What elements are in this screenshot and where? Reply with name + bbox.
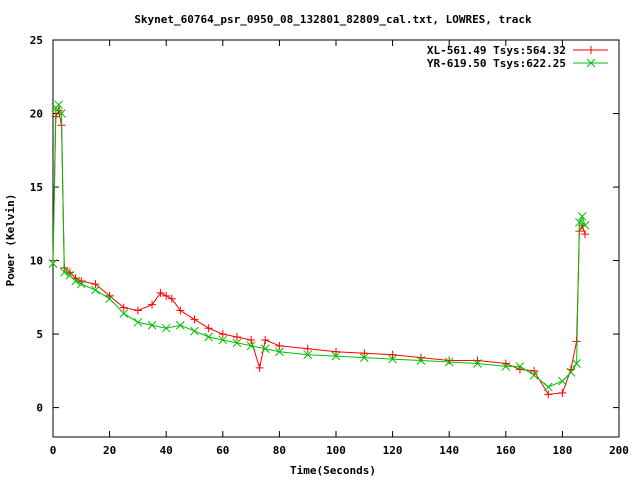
legend-marker-xl bbox=[587, 46, 595, 54]
data-point-yr bbox=[388, 354, 397, 364]
data-point-yr bbox=[147, 320, 157, 330]
series-line-xl bbox=[52, 109, 586, 395]
data-point-xl bbox=[247, 335, 256, 344]
data-point-yr bbox=[59, 267, 69, 277]
data-point-xl bbox=[232, 333, 241, 342]
data-point-yr bbox=[48, 259, 58, 268]
x-tick-label: 100 bbox=[326, 444, 346, 457]
data-point-xl bbox=[218, 330, 227, 339]
data-point-xl bbox=[303, 344, 312, 353]
data-point-yr bbox=[260, 344, 270, 354]
legend-label-yr: YR-619.50 Tsys:622.25 bbox=[427, 57, 566, 70]
data-point-yr bbox=[57, 109, 66, 118]
axis-ticks: 0 20 40 60 80 100 120 140 160 180 200 0 5 10 15 20 25 bbox=[30, 34, 629, 457]
x-tick-label: 140 bbox=[439, 444, 459, 457]
legend-marker-yr bbox=[586, 58, 596, 68]
legend: XL-561.49 Tsys:564.32 YR-619.50 Tsys:622… bbox=[427, 44, 608, 70]
data-point-xl bbox=[332, 347, 340, 356]
data-point-xl bbox=[360, 349, 369, 358]
y-tick-label: 10 bbox=[30, 255, 43, 268]
data-point-yr bbox=[501, 362, 511, 371]
data-point-xl bbox=[162, 291, 171, 300]
data-point-yr bbox=[444, 357, 454, 367]
x-axis-label: Time(Seconds) bbox=[290, 464, 376, 477]
data-point-xl bbox=[581, 230, 590, 239]
data-point-yr bbox=[529, 370, 539, 380]
data-point-xl bbox=[156, 288, 165, 297]
y-axis-label: Power (Kelvin) bbox=[4, 194, 17, 287]
data-point-xl bbox=[167, 294, 176, 303]
data-point-yr bbox=[133, 317, 143, 327]
data-point-yr bbox=[575, 217, 584, 227]
data-point-yr bbox=[577, 212, 587, 221]
data-point-xl bbox=[190, 315, 199, 324]
x-tick-label: 80 bbox=[273, 444, 286, 457]
data-point-xl bbox=[204, 324, 213, 333]
data-point-xl bbox=[148, 300, 157, 309]
data-point-xl bbox=[275, 341, 284, 350]
x-tick-label: 200 bbox=[609, 444, 629, 457]
y-tick-label: 20 bbox=[30, 108, 43, 121]
data-point-yr bbox=[543, 382, 553, 392]
y-tick-label: 15 bbox=[30, 181, 43, 194]
data-point-xl bbox=[445, 356, 454, 365]
data-point-yr bbox=[218, 335, 228, 345]
data-point-xl bbox=[133, 306, 142, 315]
data-point-xl bbox=[91, 280, 100, 289]
data-point-yr bbox=[303, 350, 313, 360]
plot-frame bbox=[52, 39, 620, 438]
data-point-yr bbox=[204, 332, 214, 342]
data-point-yr bbox=[232, 338, 242, 348]
x-tick-label: 40 bbox=[160, 444, 173, 457]
series-layer bbox=[48, 100, 590, 399]
data-point-yr bbox=[416, 356, 426, 365]
data-point-yr bbox=[572, 359, 581, 368]
data-point-yr bbox=[275, 347, 284, 357]
data-point-yr bbox=[54, 100, 64, 110]
data-point-xl bbox=[119, 303, 128, 312]
data-point-yr bbox=[558, 376, 567, 386]
chart-title: Skynet_60764_psr_0950_08_132801_82809_ca… bbox=[134, 13, 532, 26]
y-tick-label: 25 bbox=[30, 34, 43, 47]
x-tick-label: 160 bbox=[496, 444, 516, 457]
data-point-yr bbox=[105, 294, 114, 304]
x-tick-label: 180 bbox=[552, 444, 572, 457]
data-point-yr bbox=[175, 320, 185, 330]
data-point-xl bbox=[261, 335, 270, 344]
data-point-xl bbox=[255, 363, 264, 372]
y-tick-label: 5 bbox=[36, 328, 43, 341]
data-point-yr bbox=[91, 285, 100, 295]
data-point-yr bbox=[71, 276, 80, 286]
series-line-yr bbox=[52, 103, 586, 388]
x-tick-label: 60 bbox=[216, 444, 229, 457]
data-point-yr bbox=[580, 220, 590, 230]
data-point-yr bbox=[119, 309, 129, 318]
data-point-yr bbox=[76, 279, 86, 289]
data-point-xl bbox=[558, 388, 567, 397]
x-tick-label: 0 bbox=[50, 444, 57, 457]
data-point-xl bbox=[388, 350, 397, 359]
y-tick-label: 0 bbox=[36, 402, 43, 415]
data-point-yr bbox=[331, 351, 341, 361]
data-point-xl bbox=[544, 390, 553, 399]
data-point-yr bbox=[515, 362, 525, 371]
data-point-xl bbox=[176, 306, 185, 315]
data-point-yr bbox=[161, 323, 171, 333]
data-point-yr bbox=[359, 353, 369, 362]
data-point-xl bbox=[530, 366, 539, 375]
data-point-yr bbox=[473, 359, 482, 368]
x-tick-label: 120 bbox=[383, 444, 403, 457]
x-tick-label: 20 bbox=[103, 444, 116, 457]
data-point-yr bbox=[246, 341, 256, 351]
data-point-yr bbox=[566, 367, 576, 377]
legend-label-xl: XL-561.49 Tsys:564.32 bbox=[427, 44, 566, 57]
data-point-yr bbox=[190, 326, 199, 336]
